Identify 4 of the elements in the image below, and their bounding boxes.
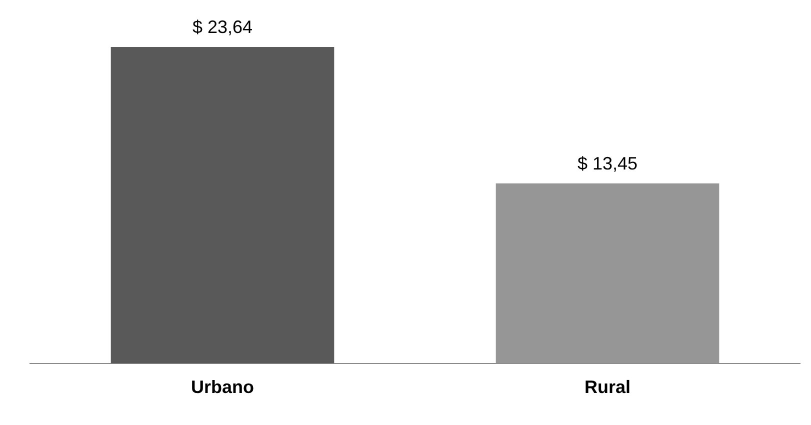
data-label: $ 13,45 (577, 153, 638, 174)
x-tick-label: Urbano (191, 377, 254, 398)
data-label: $ 23,64 (192, 16, 253, 37)
x-tick-label: Rural (584, 377, 631, 398)
